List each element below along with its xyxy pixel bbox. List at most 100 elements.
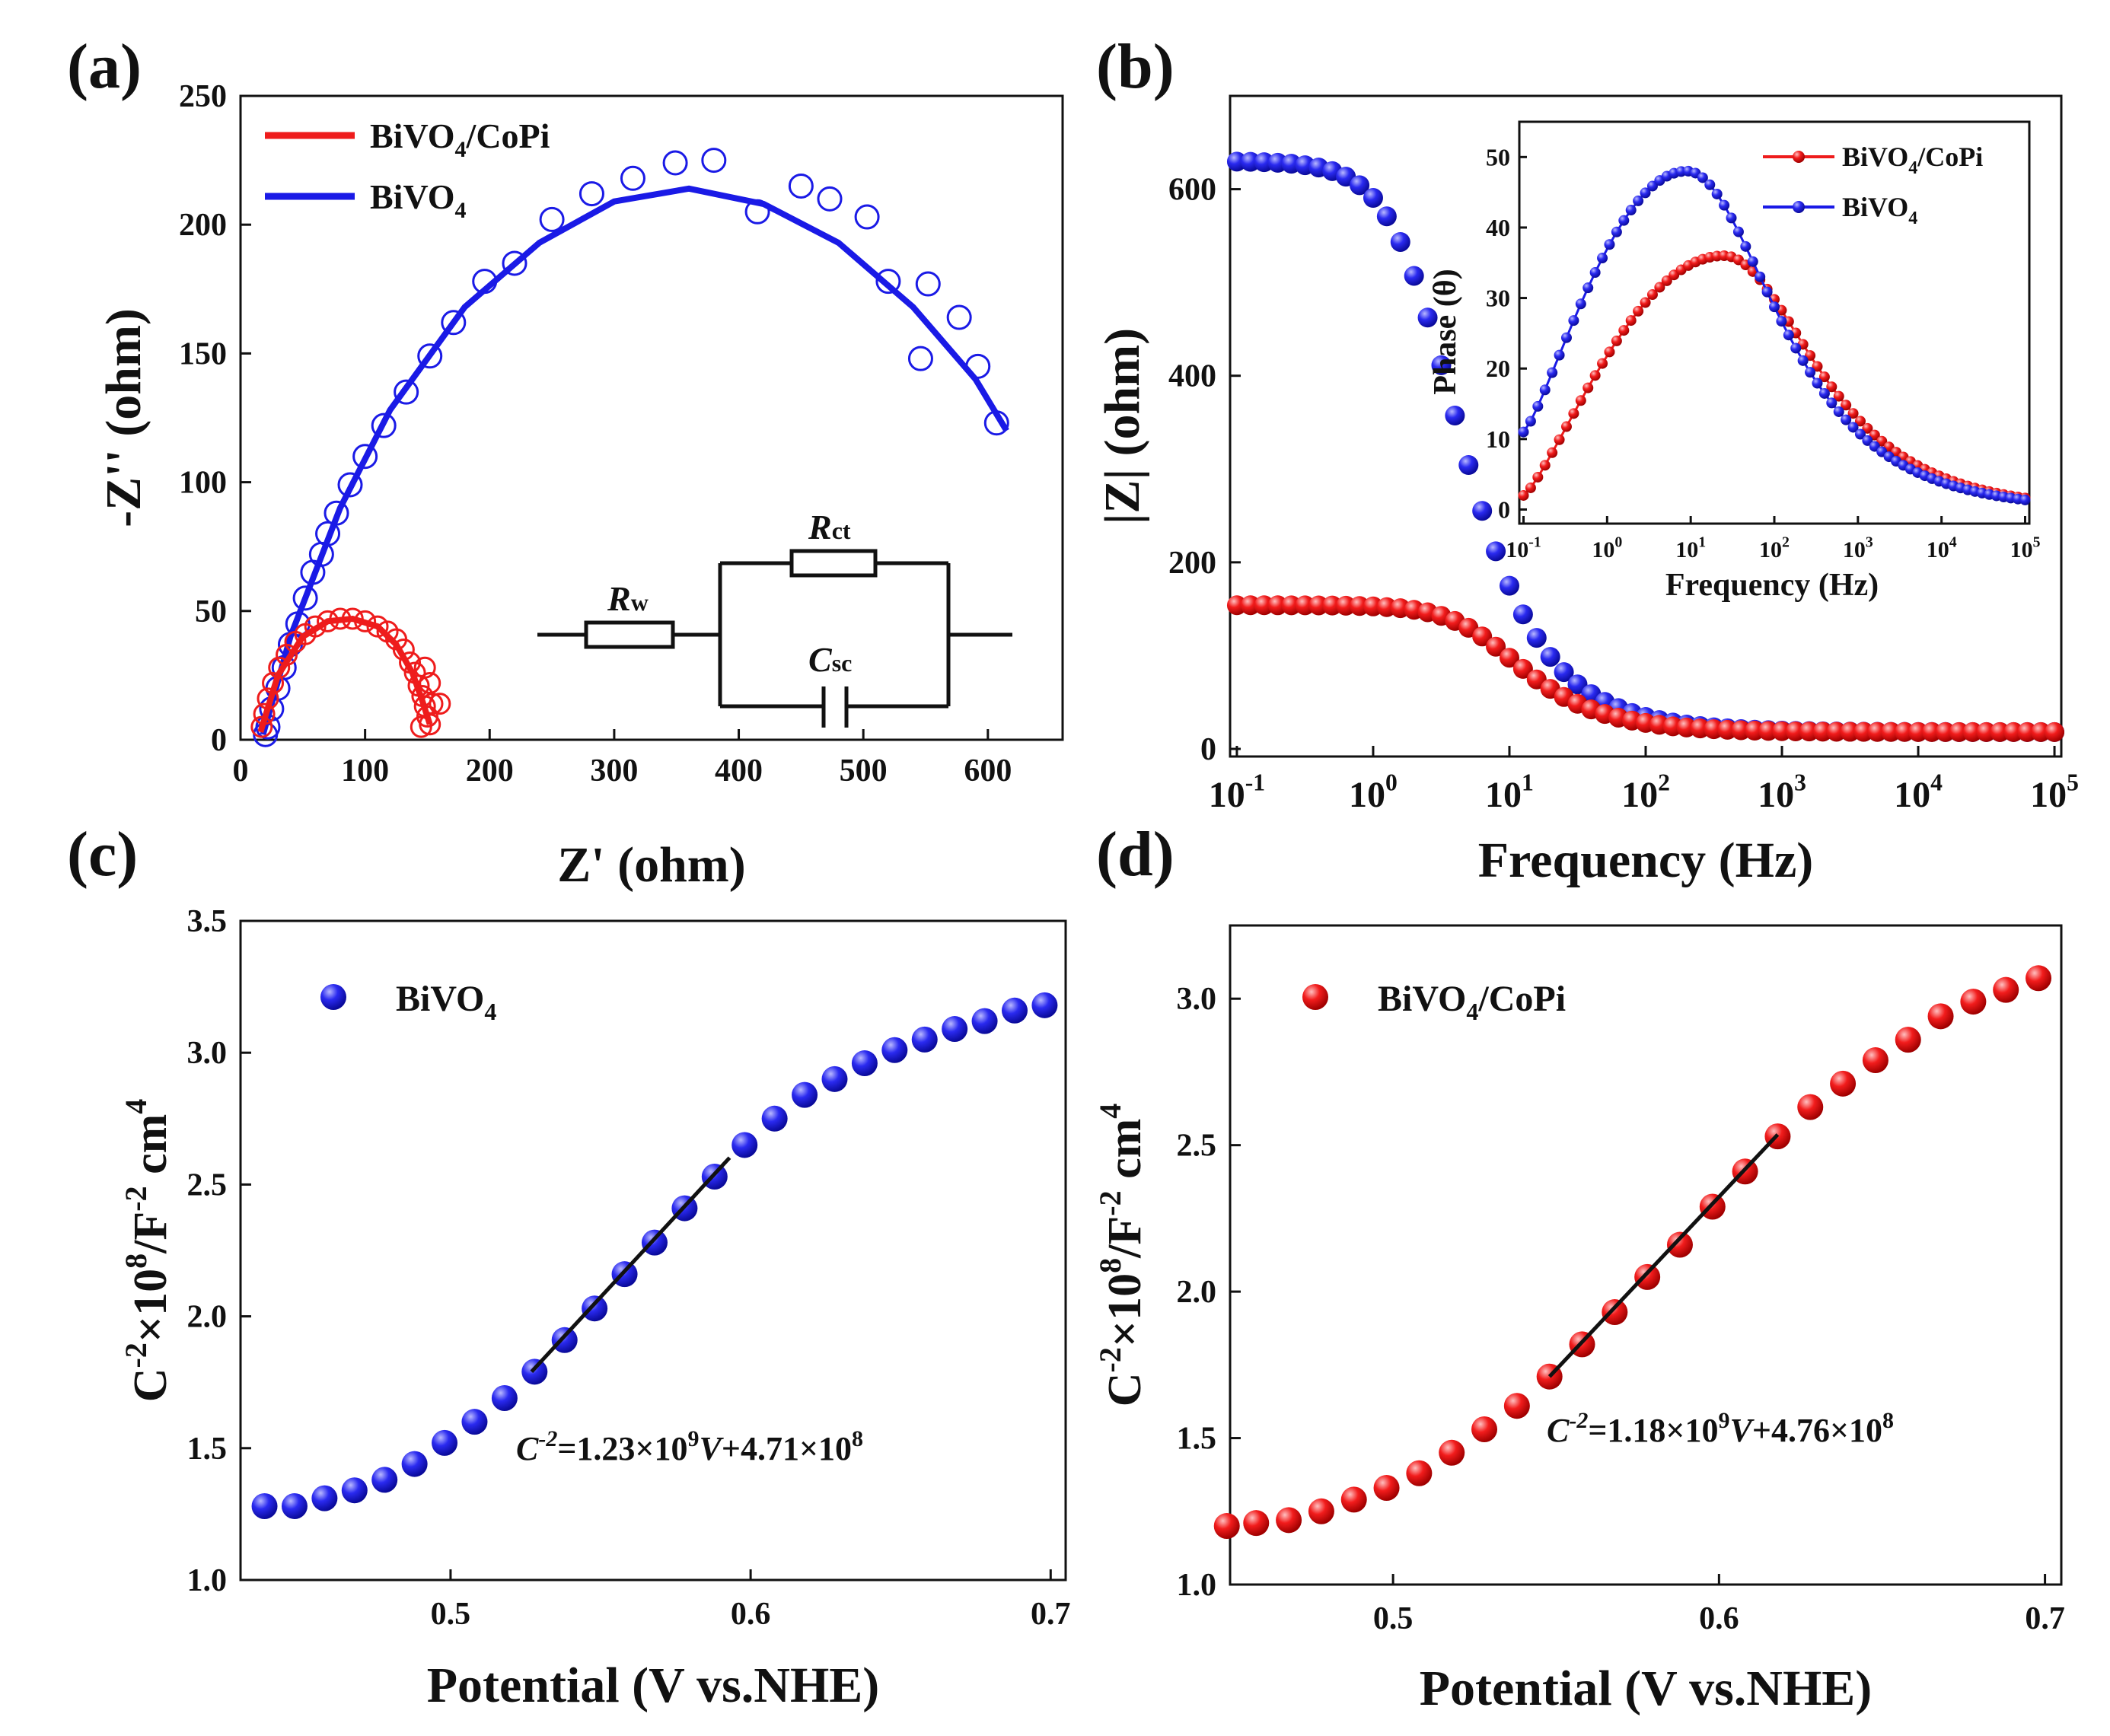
panel-d-point: [1243, 1510, 1270, 1537]
inset-point-bivo4: [1776, 316, 1787, 327]
inset-point-bivo4: [1697, 172, 1708, 183]
inset-point-bivo4-copi: [1525, 482, 1536, 493]
panel-b-point-bivo4-copi: [1990, 721, 2010, 742]
panel-b-xtick-label: 102: [1621, 769, 1670, 815]
panel-a-xtick-label: 200: [466, 753, 514, 788]
panel-label-c: (c): [67, 819, 138, 890]
inset-point-bivo4-copi: [1539, 460, 1551, 471]
panel-d-point: [1960, 989, 1987, 1015]
inset-point-bivo4: [1539, 384, 1551, 396]
panel-a-point-bivo4: [620, 165, 645, 191]
panel-b-xtick-label: 104: [1894, 769, 1943, 815]
panel-a-point-bivo4: [394, 379, 419, 405]
panel-d-ytick-label: 2.5: [1177, 1129, 1217, 1164]
panel-a-ytick-label: 100: [179, 466, 227, 501]
inset-point-bivo4: [1646, 180, 1658, 192]
inset-point-bivo4: [1589, 267, 1601, 279]
panel-label-a: (a): [67, 31, 142, 102]
inset-ytick-label: 20: [1486, 355, 1510, 382]
panel-d-point: [1862, 1047, 1888, 1074]
panel-a-fit-curve-bivo4-copi: [257, 615, 433, 733]
panel-b-point-bivo4-copi: [1826, 721, 1847, 742]
panel-a-point-bivo4-copi: [429, 693, 451, 715]
panel-d-fit-equation: C-2=1.18×109V+4.76×108: [1547, 1408, 1894, 1449]
panel-b-point-bivo4: [1445, 405, 1465, 425]
panel-b-point-bivo4-copi: [1486, 636, 1506, 657]
panel-a-point-bivo4: [946, 304, 972, 330]
panel-d-point: [1830, 1070, 1857, 1097]
panel-b-point-bivo4: [1540, 647, 1560, 667]
panel-b-point-bivo4-copi: [1785, 721, 1806, 741]
inset-point-bivo4-copi: [1568, 408, 1579, 419]
inset-xtick-label: 104: [1927, 534, 1957, 563]
panel-a-point-bivo4: [337, 472, 363, 498]
panel-a-xtick-label: 0: [233, 753, 249, 788]
panel-a-nyquist-chart: 0 100 200 300 400 500 600 0 50 100 150 200 250 Z' (o…: [96, 79, 1064, 893]
panel-a-xtick-label: 100: [341, 753, 389, 788]
panel-c-fit-equation: C-2=1.23×109V+4.71×108: [516, 1426, 863, 1467]
panel-a-point-bivo4: [662, 150, 688, 176]
panel-c-point: [401, 1451, 428, 1477]
inset-point-bivo4: [1554, 349, 1565, 361]
panel-d-ytick-label: 3.0: [1177, 982, 1217, 1017]
inset-point-bivo4-copi: [1818, 371, 1830, 383]
panel-b-point-bivo4: [1526, 628, 1547, 648]
inset-point-bivo4: [1854, 428, 1866, 440]
inset-point-bivo4: [1633, 195, 1644, 206]
inset-ytick-label: 10: [1486, 425, 1510, 453]
panel-a-point-bivo4: [502, 250, 528, 276]
panel-a-point-bivo4: [854, 204, 880, 230]
panel-b-point-bivo4-copi: [1799, 721, 1819, 742]
panel-b-point-bivo4-copi: [1240, 595, 1261, 616]
inset-point-bivo4: [2019, 494, 2031, 505]
panel-d-point: [1373, 1474, 1400, 1501]
inset-legend: BiVO4/CoPi BiVO4: [1763, 142, 1983, 228]
panel-c-ytick-label: 3.0: [187, 1036, 228, 1071]
panel-c-point: [582, 1295, 608, 1322]
inset-point-bivo4: [1783, 330, 1794, 341]
inset-point-bivo4: [1640, 187, 1651, 199]
panel-c-xtick-label: 0.5: [431, 1597, 471, 1632]
panel-b-ytick-label: 0: [1200, 732, 1216, 767]
inset-point-bivo4-copi: [1826, 381, 1837, 393]
inset-point-bivo4-copi: [1862, 422, 1873, 434]
panel-c-point: [521, 1359, 548, 1385]
panel-c-point: [281, 1493, 308, 1520]
panel-b-point-bivo4: [1376, 206, 1397, 227]
panel-d-point: [1471, 1416, 1498, 1443]
panel-b-point-bivo4-copi: [1895, 721, 1915, 742]
inset-point-bivo4-copi: [1597, 358, 1608, 369]
panel-b-point-bivo4-copi: [1840, 721, 1860, 742]
panel-a-point-bivo4: [539, 206, 565, 232]
inset-point-bivo4-copi: [1833, 390, 1844, 402]
panel-c-point: [432, 1429, 458, 1456]
panel-b-point-bivo4: [1499, 575, 1519, 596]
equivalent-circuit: [537, 549, 1012, 728]
panel-b-point-bivo4-copi: [1254, 595, 1274, 616]
inset-ytick-label: 0: [1498, 495, 1510, 523]
panel-a-point-bivo4: [417, 343, 443, 369]
panel-d-point: [1993, 976, 2019, 1003]
panel-a-frame: [239, 94, 1064, 741]
panel-a-fit-curve-bivo4: [260, 185, 1009, 736]
inset-point-bivo4-copi: [1654, 282, 1665, 293]
panel-a-ytick-label: 250: [179, 79, 227, 114]
inset-point-bivo4-copi: [1547, 447, 1558, 458]
inset-xtick-label: 100: [1592, 534, 1622, 563]
panel-b-ytick-label: 200: [1168, 546, 1216, 581]
panel-a-xtick-label: 500: [840, 753, 888, 788]
panel-d-point: [1666, 1231, 1693, 1258]
inset-point-bivo4: [1547, 367, 1558, 378]
inset-point-bivo4: [1847, 422, 1859, 433]
panel-b-ylabel: |Z| (ohm): [1095, 328, 1150, 524]
panel-c-point: [971, 1008, 998, 1034]
panel-a-ytick-label: 50: [195, 594, 227, 629]
panel-c-legend-label: BiVO4: [396, 979, 496, 1025]
panel-b-point-bivo4-copi: [1908, 721, 1929, 742]
inset-point-bivo4: [1532, 400, 1544, 412]
panel-a-ytick-label: 150: [179, 336, 227, 371]
panel-b-point-bivo4-copi: [1867, 721, 1888, 742]
panel-b-point-bivo4-copi: [1226, 595, 1247, 616]
panel-a-ytick-label: 200: [179, 208, 227, 243]
panel-d-point: [1602, 1299, 1628, 1326]
